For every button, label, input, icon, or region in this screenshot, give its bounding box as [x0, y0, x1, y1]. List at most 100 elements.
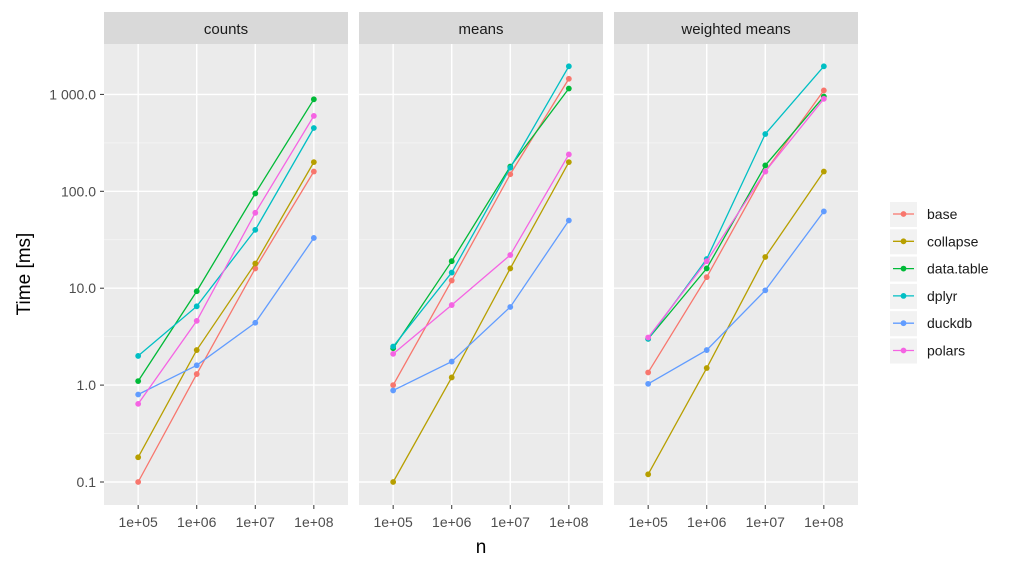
strip-weighted-means	[614, 12, 858, 44]
series-line-duckdb-counts	[137, 237, 315, 396]
x-tick-label: 1e+08	[294, 514, 334, 530]
series-line-dplyr-means	[392, 65, 570, 347]
x-tick-label: 1e+08	[549, 514, 589, 530]
point-base	[507, 171, 514, 178]
point-duckdb	[448, 358, 455, 365]
panel-weighted-means	[614, 44, 858, 505]
series-line-data.table-counts	[137, 98, 315, 382]
point-polars	[820, 95, 827, 102]
point-duckdb	[507, 304, 514, 310]
x-tick-label: 1e+05	[118, 514, 158, 530]
y-tick-label: 10.0	[69, 280, 96, 296]
point-polars	[390, 350, 397, 357]
legend-label-collapse: collapse	[927, 233, 979, 249]
strip-means	[359, 12, 603, 44]
series-line-collapse-counts	[137, 161, 315, 458]
legend-key-point	[900, 238, 907, 245]
point-collapse	[448, 374, 455, 381]
point-collapse	[703, 365, 710, 371]
point-duckdb	[252, 319, 259, 326]
point-data.table	[703, 265, 710, 272]
point-data.table	[448, 258, 455, 265]
point-duckdb	[762, 287, 769, 294]
point-collapse	[193, 347, 200, 353]
point-dplyr	[448, 269, 455, 276]
series-line-polars-means	[392, 154, 570, 355]
legend-label-duckdb: duckdb	[927, 315, 972, 331]
point-collapse	[310, 159, 317, 166]
point-duckdb	[565, 217, 572, 224]
point-collapse	[507, 265, 514, 272]
point-collapse	[135, 454, 142, 461]
x-tick-label: 1e+08	[804, 514, 844, 530]
point-dplyr	[507, 164, 514, 171]
legend-label-polars: polars	[927, 343, 965, 359]
point-data.table	[310, 96, 317, 103]
legend-key-point	[900, 293, 907, 299]
point-data.table	[135, 378, 142, 384]
legend-label-base: base	[927, 206, 958, 222]
point-collapse	[390, 479, 397, 485]
panel-counts	[104, 44, 348, 505]
point-duckdb	[820, 208, 827, 215]
point-base	[193, 371, 200, 377]
point-duckdb	[135, 391, 142, 398]
point-base	[703, 274, 710, 281]
point-base	[310, 168, 317, 175]
point-polars	[703, 258, 710, 265]
point-polars	[507, 252, 514, 258]
point-polars	[448, 302, 455, 308]
y-axis-title: Time [ms]	[14, 233, 35, 316]
y-tick-label: 1 000.0	[49, 86, 96, 102]
series-line-data.table-means	[392, 88, 570, 349]
point-polars	[252, 209, 259, 216]
x-axis-title: n	[476, 537, 487, 558]
point-data.table	[762, 162, 769, 169]
series-line-base-counts	[137, 171, 315, 483]
series-line-collapse-weighted-means	[647, 171, 825, 475]
point-duckdb	[703, 347, 710, 353]
panel-means	[359, 44, 603, 505]
y-tick-label: 1.0	[77, 377, 97, 393]
strip-counts	[104, 12, 348, 44]
point-polars	[565, 151, 572, 158]
legend-key-point	[900, 320, 907, 327]
point-dplyr	[193, 303, 200, 310]
point-data.table	[252, 190, 259, 197]
point-data.table	[193, 288, 200, 295]
legend-label-data.table: data.table	[927, 261, 989, 277]
series-line-polars-weighted-means	[647, 98, 825, 338]
point-base	[252, 265, 259, 272]
point-dplyr	[565, 63, 572, 70]
point-base	[135, 479, 142, 485]
point-dplyr	[310, 125, 317, 131]
x-tick-label: 1e+06	[432, 514, 472, 530]
point-dplyr	[390, 343, 397, 350]
point-dplyr	[820, 63, 827, 70]
point-base	[448, 277, 455, 284]
y-tick-label: 100.0	[61, 183, 96, 199]
point-duckdb	[310, 235, 317, 241]
x-tick-label: 1e+06	[177, 514, 217, 530]
x-tick-label: 1e+07	[491, 514, 531, 530]
point-base	[565, 75, 572, 82]
strip-label-counts: counts	[204, 21, 248, 38]
point-base	[820, 87, 827, 94]
point-collapse	[565, 159, 572, 166]
point-base	[645, 369, 652, 376]
series-line-duckdb-weighted-means	[647, 211, 825, 385]
legend-key-point	[900, 211, 907, 217]
point-dplyr	[135, 353, 142, 359]
point-duckdb	[390, 387, 397, 394]
point-base	[390, 382, 397, 388]
legend-label-dplyr: dplyr	[927, 288, 958, 304]
y-tick-label: 0.1	[77, 474, 97, 490]
x-tick-label: 1e+07	[236, 514, 276, 530]
series-line-collapse-means	[392, 161, 570, 483]
point-collapse	[820, 168, 827, 175]
point-collapse	[252, 260, 259, 267]
x-tick-label: 1e+05	[628, 514, 668, 530]
point-polars	[762, 168, 769, 175]
